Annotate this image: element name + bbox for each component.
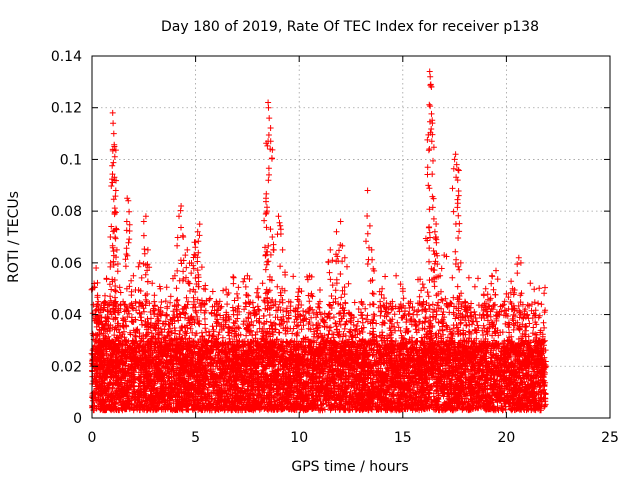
x-tick-label: 10 [290, 430, 308, 446]
y-tick-label: 0.02 [51, 359, 82, 375]
y-tick-label: 0.08 [51, 204, 82, 220]
x-tick-label: 25 [601, 430, 619, 446]
roti-scatter-markers [88, 68, 550, 414]
y-tick-label: 0.14 [51, 49, 82, 65]
x-tick-labels: 0 5 10 15 20 25 [88, 430, 619, 446]
x-axis-label: GPS time / hours [291, 459, 408, 475]
y-tick-label: 0.12 [51, 101, 82, 117]
y-tick-label: 0 [73, 411, 82, 427]
chart-title: Day 180 of 2019, Rate Of TEC Index for r… [161, 19, 539, 35]
x-tick-label: 0 [88, 430, 97, 446]
x-tick-label: 15 [394, 430, 412, 446]
y-axis-label: ROTI / TECUs [6, 191, 22, 283]
x-tick-label: 5 [191, 430, 200, 446]
x-tick-label: 20 [497, 430, 515, 446]
y-tick-label: 0.1 [60, 152, 82, 168]
plot-frame [91, 55, 611, 419]
y-tick-label: 0.06 [51, 256, 82, 272]
y-tick-labels: 0 0.02 0.04 0.06 0.08 0.1 0.12 0.14 [51, 49, 82, 427]
data-points [88, 68, 550, 414]
y-tick-label: 0.04 [51, 308, 82, 324]
axis-ticks [91, 55, 611, 419]
